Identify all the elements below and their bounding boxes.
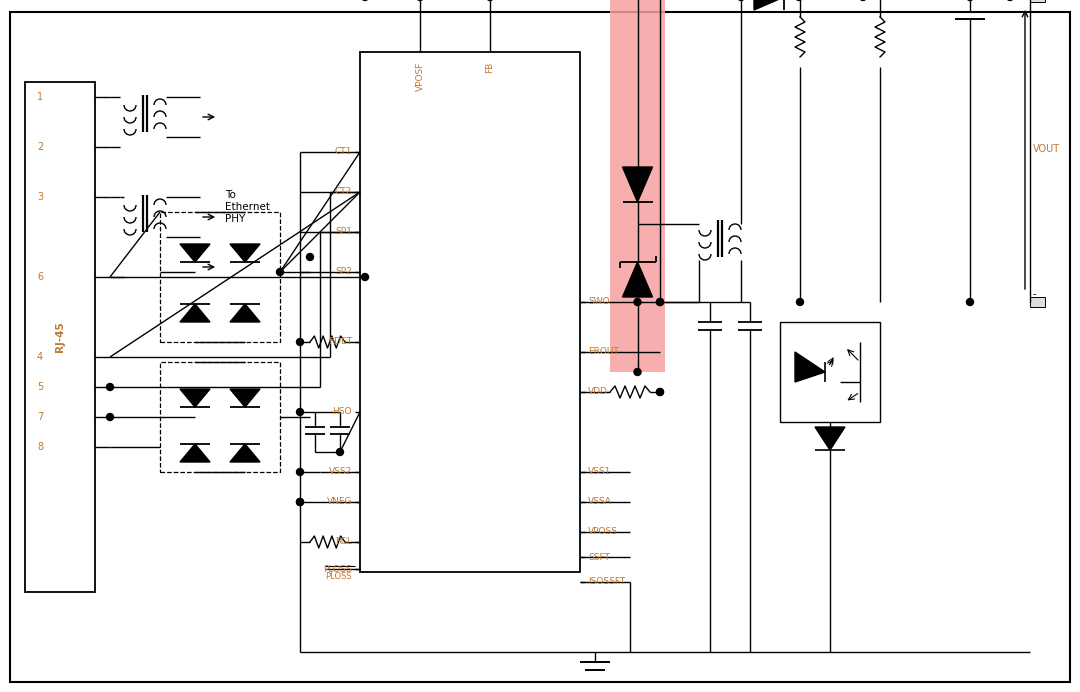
Polygon shape <box>622 167 652 202</box>
Text: VSS2: VSS2 <box>328 468 352 477</box>
Circle shape <box>107 414 113 421</box>
Text: VOUT: VOUT <box>1032 145 1061 154</box>
Text: EROUT: EROUT <box>588 347 619 356</box>
Text: RCL: RCL <box>335 538 352 547</box>
Circle shape <box>657 388 663 396</box>
Circle shape <box>634 298 642 305</box>
Bar <box>160 362 280 472</box>
Polygon shape <box>180 304 210 322</box>
Circle shape <box>362 273 368 280</box>
Text: PLOSS: PLOSS <box>325 572 352 581</box>
Text: 2: 2 <box>37 142 43 152</box>
Text: 7: 7 <box>37 412 43 422</box>
Polygon shape <box>815 427 845 450</box>
Text: 5: 5 <box>37 382 43 392</box>
Text: CT2: CT2 <box>335 188 352 197</box>
Polygon shape <box>795 352 825 382</box>
Bar <box>1030 0 1045 2</box>
Text: 8: 8 <box>37 442 43 452</box>
Circle shape <box>967 298 973 305</box>
Text: RDET: RDET <box>328 338 352 347</box>
Text: -: - <box>1032 289 1037 299</box>
Circle shape <box>297 338 303 345</box>
Text: 3: 3 <box>37 192 43 202</box>
Bar <box>1030 297 1045 307</box>
Text: SSFT: SSFT <box>588 552 610 561</box>
Circle shape <box>657 298 663 305</box>
Text: SP1: SP1 <box>335 228 352 237</box>
Circle shape <box>657 388 663 396</box>
Polygon shape <box>230 304 260 322</box>
Polygon shape <box>230 244 260 262</box>
Text: CT1: CT1 <box>335 147 352 156</box>
Text: ISOSSFT: ISOSSFT <box>588 578 625 587</box>
Circle shape <box>276 268 283 275</box>
Text: 6: 6 <box>37 272 43 282</box>
Circle shape <box>657 298 663 305</box>
Bar <box>25 82 95 592</box>
Circle shape <box>797 298 804 305</box>
Polygon shape <box>180 389 210 407</box>
Polygon shape <box>754 0 784 10</box>
Text: SWO: SWO <box>588 298 609 307</box>
Bar <box>780 322 880 422</box>
Polygon shape <box>180 244 210 262</box>
Text: 1: 1 <box>37 92 43 102</box>
Circle shape <box>297 408 303 415</box>
Text: VSS1: VSS1 <box>588 468 611 477</box>
Circle shape <box>297 468 303 475</box>
Polygon shape <box>230 389 260 407</box>
Text: VPOSF: VPOSF <box>416 62 424 91</box>
Circle shape <box>107 383 113 390</box>
Circle shape <box>337 448 343 455</box>
Text: SP2: SP2 <box>335 268 352 277</box>
Text: VDD: VDD <box>588 388 608 397</box>
Bar <box>160 212 280 342</box>
Polygon shape <box>180 444 210 462</box>
Text: VSSA: VSSA <box>588 498 612 507</box>
Text: HSO: HSO <box>333 408 352 417</box>
Text: VNEG: VNEG <box>326 498 352 507</box>
Bar <box>360 52 580 572</box>
Bar <box>610 0 665 372</box>
Text: RJ-45: RJ-45 <box>55 322 65 352</box>
Circle shape <box>297 498 303 505</box>
Text: 4: 4 <box>37 352 43 362</box>
Text: FB: FB <box>486 62 495 73</box>
Polygon shape <box>622 262 652 297</box>
Text: VPOSS: VPOSS <box>588 527 618 536</box>
Circle shape <box>634 369 642 376</box>
Circle shape <box>297 498 303 505</box>
Polygon shape <box>230 444 260 462</box>
Circle shape <box>307 253 313 260</box>
Text: PLOSS: PLOSS <box>324 565 352 574</box>
Text: To
Ethernet
PHY: To Ethernet PHY <box>225 190 270 224</box>
